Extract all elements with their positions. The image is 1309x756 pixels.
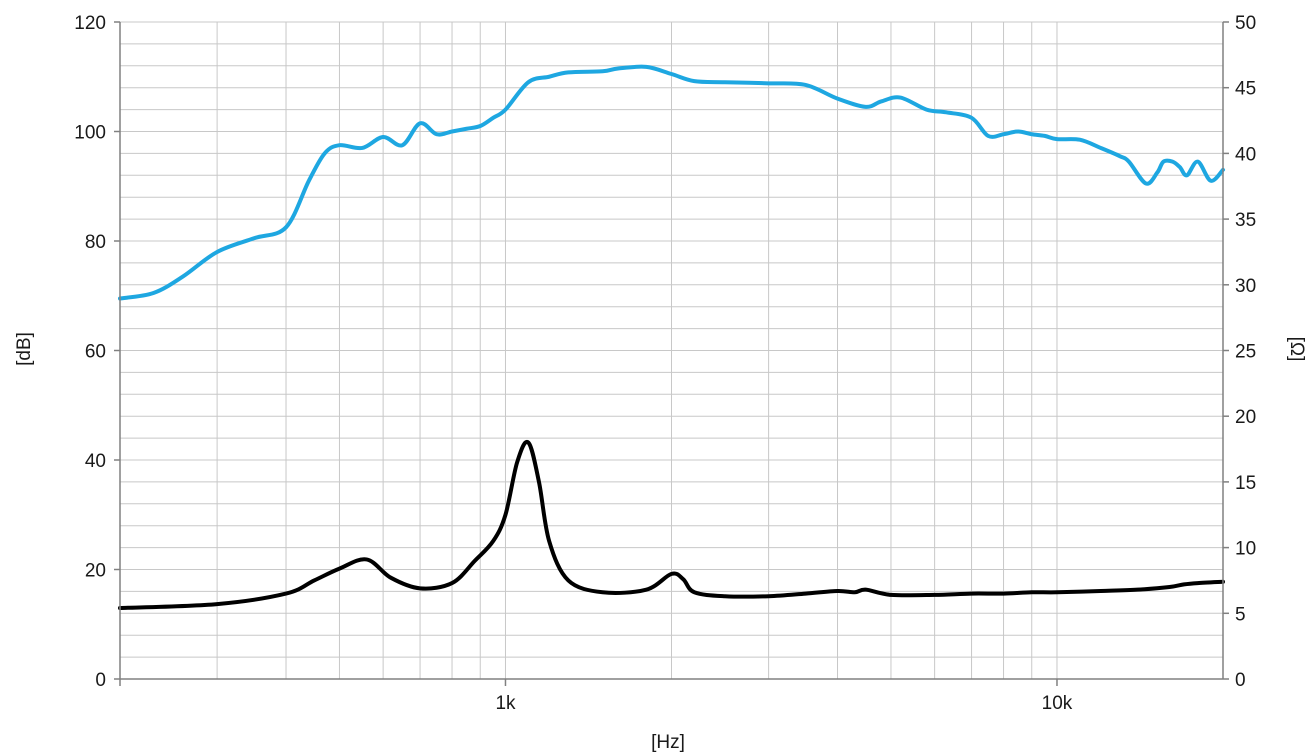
x-axis-label: [Hz] [651,732,685,753]
x-tick-label: 1k [495,693,516,714]
right-y-tick-label: 0 [1235,670,1246,691]
right-y-tick-label: 20 [1235,407,1256,428]
left-y-axis-label: [dB] [14,332,35,366]
right-y-axis-label: [Ω] [1286,337,1307,362]
right-y-tick-label: 5 [1235,604,1246,625]
right-y-tick-label: 45 [1235,79,1256,100]
left-y-tick-label: 40 [85,451,106,472]
chart-grid [119,21,1224,680]
spl-series-line [118,64,1225,301]
x-tick-label: 10k [1042,693,1073,714]
left-y-tick-label: 100 [74,123,106,144]
left-y-tick-label: 120 [74,13,106,34]
left-y-tick-label: 20 [85,561,106,582]
chart-tick-labels: 0 20 40 60 80 100 120 0 5 10 15 20 25 30 35 40 45 50 1k 10k [74,13,1256,714]
right-y-tick-label: 10 [1235,539,1256,560]
right-y-tick-label: 50 [1235,13,1256,34]
left-y-tick-label: 0 [95,670,106,691]
right-y-tick-label: 35 [1235,210,1256,231]
right-y-tick-label: 25 [1235,342,1256,363]
chart-series [118,64,1225,611]
chart-axes [114,21,1229,686]
impedance-series-line [118,439,1225,611]
right-y-tick-label: 15 [1235,473,1256,494]
left-y-tick-label: 80 [85,232,106,253]
right-y-tick-label: 30 [1235,276,1256,297]
left-y-tick-label: 60 [85,342,106,363]
right-y-tick-label: 40 [1235,144,1256,165]
